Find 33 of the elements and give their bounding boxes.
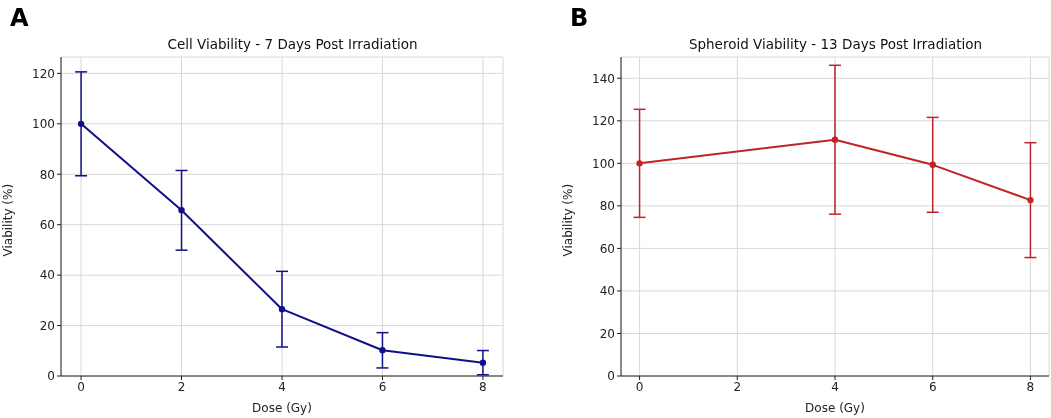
y-tick-label: 40: [599, 284, 615, 299]
y-tick-label: 60: [599, 241, 615, 256]
x-tick-label: 0: [77, 379, 85, 394]
x-tick-label: 4: [831, 379, 839, 394]
y-tick-label: 140: [592, 71, 615, 86]
y-tick-label: 100: [32, 117, 55, 132]
text: B: [570, 4, 589, 32]
x-tick-label: 6: [928, 379, 937, 394]
y-tick-label: 20: [39, 318, 55, 333]
x-tick-label: 8: [479, 379, 487, 394]
chart-title: Spheroid Viability - 13 Days Post Irradiation: [687, 36, 984, 52]
y-axis-title: Viability (%): [561, 183, 576, 257]
text: A: [10, 4, 29, 32]
x-tick-label: 2: [733, 379, 742, 394]
y-tick-label: 120: [32, 66, 55, 81]
x-tick-label: 4: [278, 379, 286, 394]
x-axis-title: Dose (Gy): [252, 401, 312, 415]
y-tick-label: 120: [592, 114, 615, 129]
y-tick-label: 0: [47, 369, 55, 384]
x-tick-label: 2: [177, 379, 186, 394]
chart-title: Cell Viability - 7 Days Post Irradiation: [166, 36, 419, 52]
x-tick-label: 8: [1026, 379, 1035, 394]
y-tick-label: 20: [599, 326, 615, 341]
y-axis-title: Viability (%): [1, 183, 16, 257]
x-tick-label: 0: [635, 379, 644, 394]
y-tick-label: 80: [599, 199, 615, 214]
y-tick-label: 40: [39, 268, 55, 283]
y-tick-label: 0: [607, 369, 615, 384]
x-tick-label: 6: [378, 379, 387, 394]
y-tick-label: 80: [39, 167, 55, 182]
y-tick-label: 100: [592, 156, 615, 171]
x-axis-title: Dose (Gy): [805, 401, 865, 415]
y-tick-label: 60: [39, 217, 55, 232]
